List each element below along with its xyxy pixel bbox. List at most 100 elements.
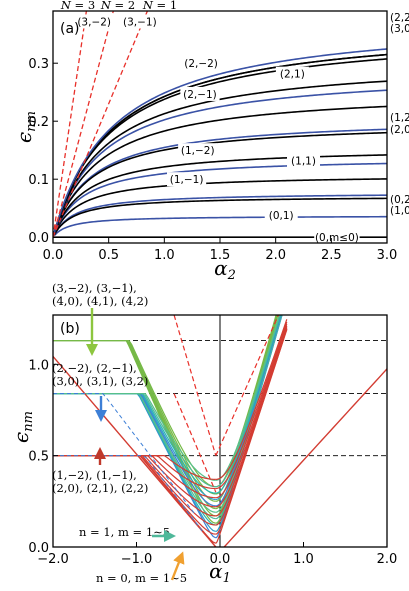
annotation-text: (3,0), (3,1), (3,2) — [52, 374, 148, 388]
series-line — [53, 105, 387, 234]
series-line — [53, 162, 387, 234]
red-curve — [215, 325, 288, 508]
x-tick-label: −2.0 — [37, 552, 69, 567]
dashed-red — [173, 315, 217, 456]
series-label: (2,−2) — [184, 58, 218, 70]
series-label: (3,−1) — [123, 16, 157, 28]
green-curve — [215, 315, 277, 488]
annotation-text: (4,0), (4,1), (4,2) — [52, 294, 148, 308]
red-curve — [215, 323, 288, 499]
series-label: (1,1) — [291, 156, 316, 168]
series-right-label: (1,0) — [390, 205, 409, 217]
label-bg — [314, 230, 360, 243]
label-bg — [74, 14, 114, 29]
series-right-label: (3,0) — [390, 23, 409, 35]
y-tick-label: 0.2 — [28, 115, 49, 130]
series-line — [53, 89, 387, 233]
panel-b-ylabel: ϵnm — [9, 411, 36, 443]
series-line — [53, 80, 387, 233]
dashed-line-label-val: = 3 — [71, 0, 95, 12]
dashed-line-label: N = 2 — [100, 0, 135, 12]
dashed-line-label-var: N — [60, 0, 72, 12]
series-line — [53, 53, 387, 233]
series-line — [53, 48, 387, 233]
dashed-red — [215, 315, 279, 456]
panel-b-tag: (b) — [60, 321, 80, 337]
red-curve — [215, 321, 288, 490]
series-label: (1,−1) — [170, 174, 204, 186]
panel-a-ticks: 0.0 0.5 1.0 1.5 2.0 2.5 3.0 0.0 0.1 0.2 0.3 — [28, 57, 397, 263]
series-line — [53, 178, 387, 235]
series-right-label: (1,2) — [390, 112, 409, 124]
x-tick-label: 1.0 — [154, 248, 175, 263]
label-bg — [120, 14, 160, 29]
annotation-text: n = 1, m = 1∼5 — [79, 525, 170, 539]
annotation-text: n = 0, m = 1∼5 — [96, 571, 187, 585]
label-bg — [180, 86, 220, 101]
annotation-text: (2,0), (2,1), (2,2) — [52, 481, 148, 495]
x-tick-label: −1.0 — [121, 552, 153, 567]
dashed-line — [53, 11, 149, 238]
label-bg — [264, 208, 298, 223]
series-right-label: (2,2) — [390, 12, 409, 24]
series-label: (0,1) — [269, 210, 294, 222]
x-tick-label: 2.0 — [265, 248, 286, 263]
panel-a-tag: (a) — [60, 21, 80, 37]
dashed-line-label-var: N — [142, 0, 154, 12]
x-tick-label: 3.0 — [377, 248, 398, 263]
label-bg — [167, 172, 207, 187]
panel-a-xlabel: α2 — [214, 256, 236, 283]
y-tick-label: 0.5 — [28, 450, 49, 465]
x-tick-label: 0.0 — [43, 248, 64, 263]
label-bg — [287, 153, 320, 168]
series-line — [53, 197, 387, 236]
blue-curve — [53, 392, 216, 481]
label-bg — [178, 143, 218, 158]
dashed-line — [53, 11, 114, 238]
panel-b-annotations: (3,−2), (3,−1),(4,0), (4,1), (4,2) (2,−2)… — [52, 281, 187, 585]
y-tick-label: 0.0 — [28, 541, 49, 556]
series-right-label: (0,2) — [390, 194, 409, 206]
y-tick-label: 0.3 — [28, 57, 49, 72]
dashed-line-label-val: = 2 — [111, 0, 135, 12]
series-label: (3,−2) — [77, 16, 111, 28]
series-line — [53, 215, 387, 237]
green-curve — [215, 315, 278, 502]
annotation-text: (2,−2), (2,−1), — [52, 361, 137, 375]
series-label: (2,1) — [280, 69, 305, 81]
annotation-text: (3,−2), (3,−1), — [52, 281, 137, 295]
series-line — [53, 58, 387, 233]
green-curve — [53, 339, 216, 488]
series-label: (2,−1) — [183, 89, 217, 101]
panel-a-ylabel: ϵnm — [12, 111, 39, 143]
label-bg — [275, 66, 309, 81]
y-tick-label: 0.1 — [28, 173, 49, 188]
panel-b-ticks: −2.0 −1.0 0.0 1.0 2.0 0.0 0.5 1.0 — [28, 358, 397, 567]
red-curve — [53, 455, 216, 481]
panel-a: (0,m≤0) (0,1) (1,−1) (1,1) (1,−2) (2,−1) (2,1)… — [12, 10, 397, 283]
x-tick-label: 1.5 — [210, 248, 231, 263]
series-label: (0,m≤0) — [315, 232, 359, 244]
x-tick-label: 2.0 — [377, 552, 398, 567]
x-tick-label: 1.0 — [293, 552, 314, 567]
x-tick-label: 0.0 — [210, 552, 231, 567]
dashed-line — [53, 11, 88, 238]
x-tick-label: 2.5 — [321, 248, 342, 263]
dashed-red — [173, 393, 217, 493]
dashed-line-label-var: N — [100, 0, 112, 12]
annotation-text: (1,−2), (1,−1), — [52, 468, 137, 482]
dashed-line-label: N = 3 — [60, 0, 95, 12]
red-main — [53, 355, 217, 547]
dashed-line-label-val: = 1 — [153, 0, 177, 12]
series-line — [53, 128, 387, 234]
series-right-label: (2,0) — [390, 124, 409, 136]
green-curve — [215, 315, 278, 495]
panel-a-curves: (0,m≤0) (0,1) (1,−1) (1,1) (1,−2) (2,−1) (2,1)… — [53, 11, 387, 244]
dashed-line-label: N = 1 — [142, 0, 177, 12]
blue-curve — [53, 392, 216, 526]
y-tick-label: 1.0 — [28, 358, 49, 373]
x-tick-label: 0.5 — [98, 248, 119, 263]
panel-b-curves — [53, 315, 387, 547]
series-line — [53, 194, 387, 235]
